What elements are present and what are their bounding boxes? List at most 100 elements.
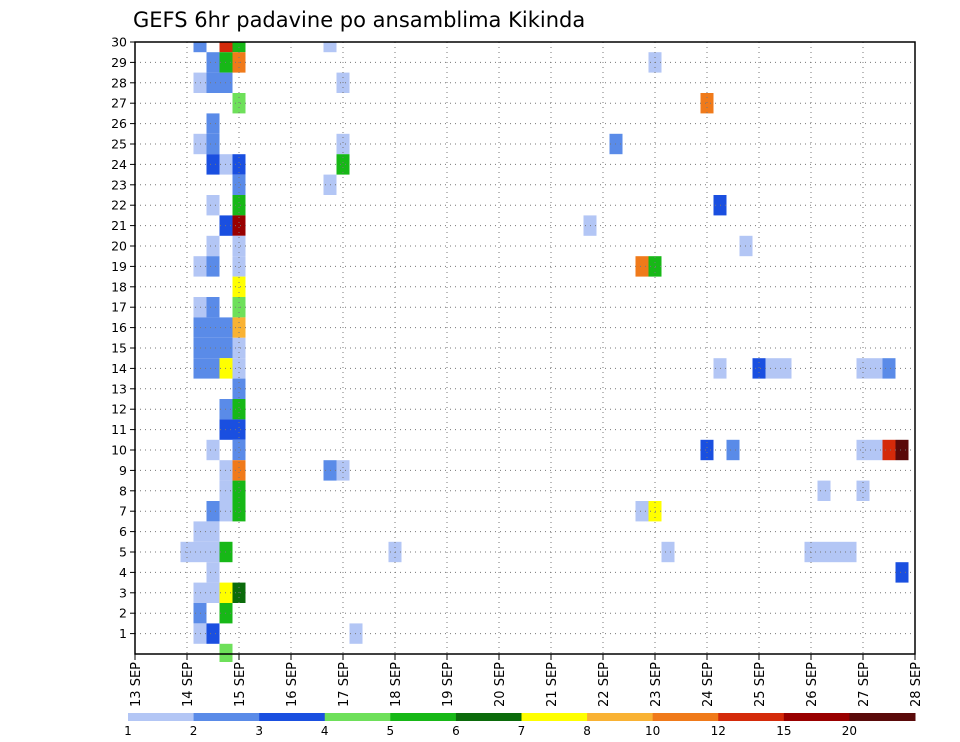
y-tick-label: 26 — [111, 116, 127, 131]
colorbar-segment — [849, 713, 916, 721]
x-tick-label: 24 SEP — [701, 662, 716, 707]
x-tick-label: 21 SEP — [545, 662, 560, 707]
heatmap-cell — [206, 521, 220, 542]
heatmap-cell — [206, 501, 220, 522]
y-tick-label: 13 — [111, 381, 127, 396]
colorbar-segment — [521, 713, 588, 721]
heatmap-cell — [206, 235, 220, 257]
y-tick-label: 24 — [111, 157, 127, 172]
heatmap-cell — [895, 562, 909, 583]
y-tick-label: 23 — [111, 177, 127, 192]
y-tick-label: 8 — [119, 483, 127, 498]
heatmap-cell — [232, 480, 246, 501]
heatmap-cell — [856, 358, 870, 379]
heatmap-cell — [232, 501, 246, 522]
x-tick-label: 22 SEP — [597, 662, 612, 707]
y-tick-label: 1 — [119, 626, 127, 641]
heatmap-cell — [726, 439, 740, 461]
colorbar-level-label: 4 — [321, 724, 329, 738]
heatmap-cell — [752, 358, 766, 379]
heatmap-cell — [206, 623, 220, 644]
heatmap-cell — [765, 358, 779, 379]
colorbar-segment — [259, 713, 326, 721]
y-tick-label: 20 — [111, 239, 127, 254]
colorbar-level-label: 1 — [124, 724, 132, 738]
heatmap-cell — [635, 501, 649, 522]
y-tick-label: 12 — [111, 402, 127, 417]
heatmap-cell — [232, 378, 246, 399]
y-tick-label: 10 — [111, 443, 127, 458]
x-tick-label: 16 SEP — [285, 662, 300, 707]
y-tick-label: 19 — [111, 259, 127, 274]
y-tick-label: 15 — [111, 341, 127, 356]
heatmap-cells — [180, 42, 909, 662]
heatmap-cell — [206, 195, 220, 216]
chart-title: GEFS 6hr padavine po ansamblima Kikinda — [133, 8, 585, 32]
x-tick-label: 27 SEP — [857, 662, 872, 707]
y-tick-label: 2 — [119, 606, 127, 621]
heatmap-cell — [232, 460, 246, 481]
x-tick-label: 28 SEP — [909, 662, 924, 707]
colorbar-segment — [390, 713, 457, 721]
colorbar-segment — [718, 713, 785, 721]
heatmap-cell — [882, 358, 896, 379]
heatmap-cell — [206, 297, 220, 318]
axes: 1234567891011121314151617181920212223242… — [111, 35, 924, 707]
heatmap-cell — [219, 643, 233, 662]
heatmap-cell — [232, 419, 246, 440]
heatmap-cell — [206, 256, 220, 277]
colorbar-level-label: 7 — [518, 724, 526, 738]
x-tick-label: 23 SEP — [649, 662, 664, 707]
colorbar-level-label: 10 — [645, 724, 660, 738]
y-tick-label: 29 — [111, 55, 127, 70]
heatmap-cell — [206, 337, 220, 359]
heatmap-cell — [882, 439, 896, 461]
heatmap-cell — [856, 480, 870, 501]
y-tick-label: 14 — [111, 361, 127, 376]
y-tick-label: 11 — [111, 422, 127, 437]
heatmap-cell — [206, 133, 220, 155]
y-tick-label: 7 — [119, 504, 127, 519]
heatmap-cell — [206, 358, 220, 379]
heatmap-cell — [817, 480, 831, 501]
y-tick-label: 27 — [111, 96, 127, 111]
heatmap-cell — [856, 439, 870, 461]
y-tick-label: 9 — [119, 463, 127, 478]
heatmap-cell — [206, 52, 220, 73]
heatmap-cell — [336, 133, 350, 155]
x-tick-label: 17 SEP — [337, 662, 352, 707]
heatmap-cell — [232, 235, 246, 257]
x-tick-label: 19 SEP — [441, 662, 456, 707]
x-tick-label: 13 SEP — [129, 662, 144, 707]
colorbar-level-label: 12 — [711, 724, 726, 738]
colorbar-segment — [587, 713, 654, 721]
y-tick-label: 4 — [119, 565, 127, 580]
colorbar-level-label: 20 — [842, 724, 857, 738]
heatmap-cell — [700, 93, 714, 114]
heatmap-cell — [232, 276, 246, 297]
heatmap-cell — [206, 582, 220, 603]
heatmap-cell — [336, 154, 350, 175]
heatmap-cell — [700, 439, 714, 461]
colorbar-level-label: 3 — [255, 724, 263, 738]
colorbar-segment — [128, 713, 195, 721]
x-tick-label: 25 SEP — [753, 662, 768, 707]
y-tick-label: 22 — [111, 198, 127, 213]
heatmap-cell — [661, 541, 675, 563]
colorbar-segment — [652, 713, 719, 721]
grid-lines — [135, 42, 915, 654]
colorbar-segment — [324, 713, 391, 721]
colorbar-level-label: 8 — [583, 724, 591, 738]
heatmap-cell — [232, 174, 246, 195]
heatmap-cell — [206, 317, 220, 338]
colorbar-level-label: 2 — [190, 724, 198, 738]
heatmap-cell — [232, 439, 246, 461]
heatmap-cell — [193, 42, 207, 53]
y-tick-label: 16 — [111, 320, 127, 335]
x-tick-label: 26 SEP — [805, 662, 820, 707]
heatmap-cell — [206, 541, 220, 563]
y-tick-label: 25 — [111, 137, 127, 152]
colorbar-segment — [783, 713, 850, 721]
y-tick-label: 28 — [111, 75, 127, 90]
y-tick-label: 3 — [119, 585, 127, 600]
